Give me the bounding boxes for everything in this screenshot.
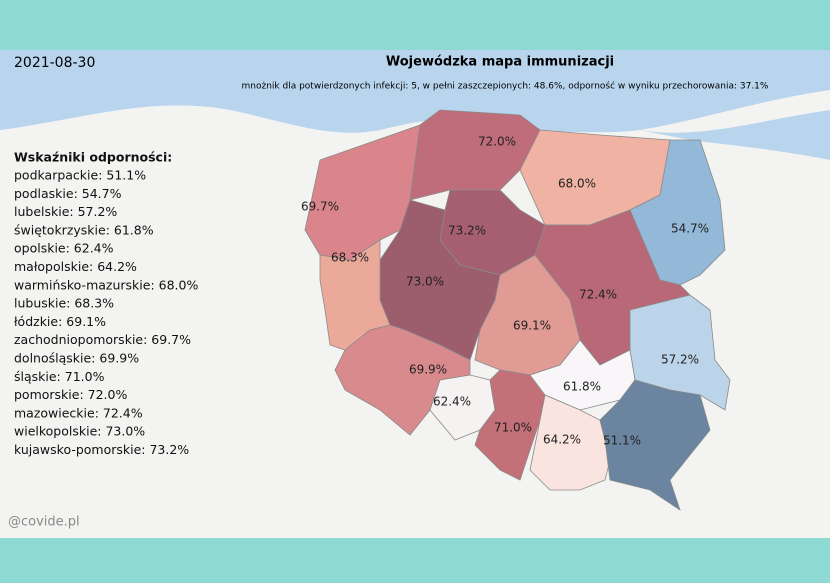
region-label: 72.0% [478,135,516,149]
legend-item: podkarpackie: 51.1% [14,168,146,183]
watermark: @covide.pl [8,515,80,530]
region [599,379,711,511]
legend-item: podlaskie: 54.7% [14,186,122,201]
region-label: 68.0% [558,177,596,191]
title: Wojewódzka mapa immunizacji [386,55,614,70]
region-label: 69.9% [409,363,447,377]
legend-item: dolnośląskie: 69.9% [14,351,139,366]
region-label: 62.4% [433,395,471,409]
legend-item: świętokrzyskie: 61.8% [14,222,154,237]
legend-item: małopolskie: 64.2% [14,259,137,274]
region-label: 61.8% [563,380,601,394]
region [629,294,731,411]
regions [304,109,731,511]
legend-item: pomorskie: 72.0% [14,387,127,402]
region-label: 54.7% [671,222,709,236]
sea [640,110,830,160]
sea [0,50,830,133]
region-label: 73.0% [406,275,444,289]
map: 2021-08-30 Wojewódzka mapa immunizacji m… [0,50,830,538]
region-label: 69.7% [301,200,339,214]
region-label: 51.1% [603,434,641,448]
region [474,369,546,481]
region-label: 72.4% [579,288,617,302]
subtitle: mnożnik dla potwierdzonych infekcji: 5, … [242,81,769,92]
region-label: 73.2% [448,224,486,238]
legend-item: lubuskie: 68.3% [14,296,114,311]
region-label: 71.0% [494,421,532,435]
date: 2021-08-30 [14,55,95,71]
legend-item: łódzkie: 69.1% [14,314,106,329]
legend-item: lubelskie: 57.2% [14,204,117,219]
legend-item: opolskie: 62.4% [14,241,114,256]
region [629,139,726,286]
region-label: 68.3% [331,251,369,265]
legend-item: warmińsko-mazurskie: 68.0% [14,277,198,292]
legend-item: kujawsko-pomorskie: 73.2% [14,442,189,457]
region-label: 57.2% [661,353,699,367]
region [529,394,611,491]
legend-item: zachodniopomorskie: 69.7% [14,332,191,347]
legend-title: Wskaźniki odporności: [14,150,172,165]
region-label: 69.1% [513,319,551,333]
region-label: 64.2% [543,433,581,447]
legend-item: mazowieckie: 72.4% [14,405,143,420]
legend-item: wielkopolskie: 73.0% [14,424,145,439]
legend-item: śląskie: 71.0% [14,369,105,384]
